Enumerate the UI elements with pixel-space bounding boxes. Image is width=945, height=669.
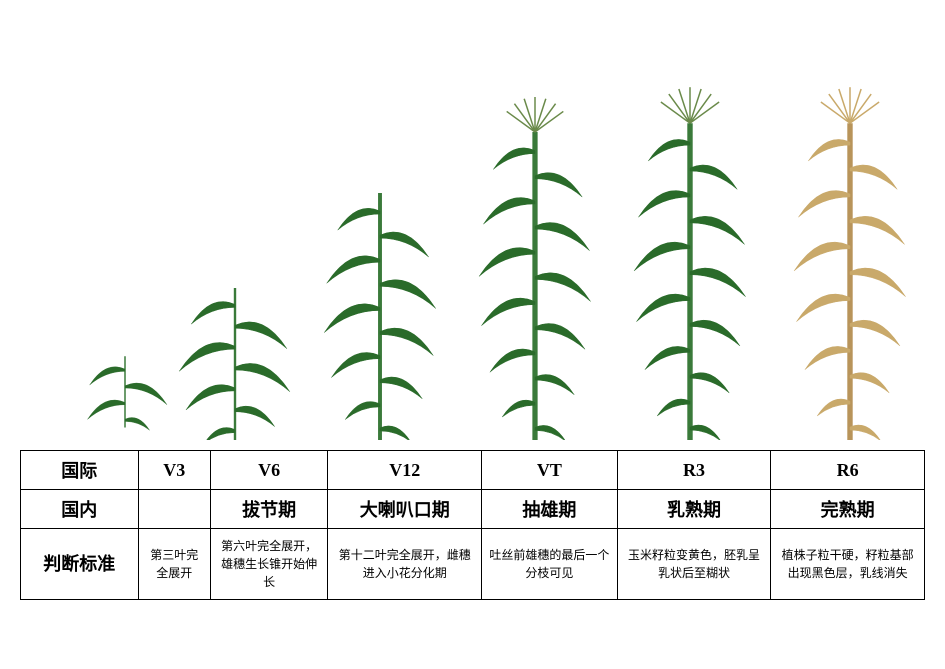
plant-stage-cell xyxy=(80,340,170,440)
domestic-stage-cell: 完熟期 xyxy=(771,490,925,529)
row-label-international: 国际 xyxy=(21,451,139,490)
domestic-stage-cell xyxy=(138,490,210,529)
plant-stage-cell xyxy=(460,90,610,440)
criteria-cell: 植株子粒干硬，籽粒基部出现黑色层，乳线消失 xyxy=(771,529,925,600)
corn-plant-icon xyxy=(770,80,930,440)
domestic-stage-cell: 大喇叭口期 xyxy=(328,490,482,529)
row-label-criteria: 判断标准 xyxy=(21,529,139,600)
domestic-stage-cell: 抽雄期 xyxy=(482,490,618,529)
corn-plant-icon xyxy=(460,90,610,440)
growth-stage-table: 国际 V3V6V12VTR3R6 国内 拔节期大喇叭口期抽雄期乳熟期完熟期 判断… xyxy=(20,450,925,600)
intl-stage-cell: R3 xyxy=(617,451,771,490)
plant-stage-illustrations xyxy=(20,20,925,450)
corn-plant-icon xyxy=(300,180,460,440)
criteria-cell: 第十二叶完全展开，雌穗进入小花分化期 xyxy=(328,529,482,600)
corn-plant-icon xyxy=(170,280,300,440)
intl-stage-cell: VT xyxy=(482,451,618,490)
intl-stage-cell: V3 xyxy=(138,451,210,490)
plant-stage-cell xyxy=(300,180,460,440)
plant-stage-cell xyxy=(770,80,930,440)
intl-stage-cell: V12 xyxy=(328,451,482,490)
table-row-international: 国际 V3V6V12VTR3R6 xyxy=(21,451,925,490)
domestic-stage-cell: 拔节期 xyxy=(210,490,328,529)
plant-stage-cell xyxy=(610,80,770,440)
intl-stage-cell: R6 xyxy=(771,451,925,490)
domestic-stage-cell: 乳熟期 xyxy=(617,490,771,529)
criteria-cell: 吐丝前雄穗的最后一个分枝可见 xyxy=(482,529,618,600)
table-row-domestic: 国内 拔节期大喇叭口期抽雄期乳熟期完熟期 xyxy=(21,490,925,529)
corn-plant-icon xyxy=(610,80,770,440)
criteria-cell: 第三叶完全展开 xyxy=(138,529,210,600)
plant-stage-cell xyxy=(170,280,300,440)
criteria-cell: 第六叶完全展开，雄穗生长锥开始伸长 xyxy=(210,529,328,600)
corn-plant-icon xyxy=(80,340,170,440)
row-label-domestic: 国内 xyxy=(21,490,139,529)
intl-stage-cell: V6 xyxy=(210,451,328,490)
table-row-criteria: 判断标准 第三叶完全展开第六叶完全展开，雄穗生长锥开始伸长第十二叶完全展开，雌穗… xyxy=(21,529,925,600)
criteria-cell: 玉米籽粒变黄色，胚乳呈乳状后至糊状 xyxy=(617,529,771,600)
